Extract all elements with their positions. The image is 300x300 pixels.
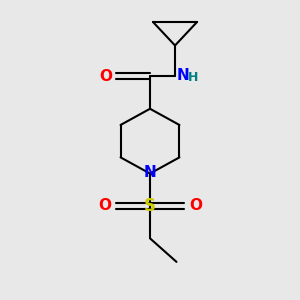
Text: H: H — [188, 71, 199, 84]
Text: N: N — [176, 68, 189, 83]
Text: N: N — [144, 165, 156, 180]
Text: O: O — [189, 198, 202, 213]
Text: O: O — [98, 198, 111, 213]
Text: O: O — [100, 69, 112, 84]
Text: S: S — [144, 197, 156, 215]
